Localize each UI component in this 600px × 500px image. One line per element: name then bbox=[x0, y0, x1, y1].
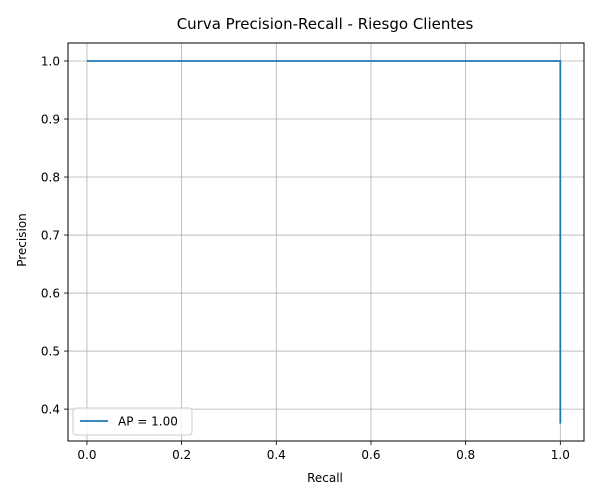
y-tick-label: 0.4 bbox=[41, 403, 60, 417]
plot-area-frame bbox=[67, 42, 585, 442]
x-tick-label: 0.8 bbox=[456, 448, 475, 462]
y-tick-label: 0.6 bbox=[41, 287, 60, 301]
series-lines bbox=[86, 60, 562, 424]
x-tick-label: 0.2 bbox=[172, 448, 191, 462]
chart-title: Curva Precision-Recall - Riesgo Clientes bbox=[177, 15, 474, 33]
y-axis-title: Precision bbox=[15, 213, 29, 267]
x-axis-ticks: 0.0 0.2 0.4 0.6 0.8 1.0 bbox=[77, 441, 570, 462]
legend-label: AP = 1.00 bbox=[118, 415, 178, 429]
legend-box bbox=[72, 407, 193, 436]
grid bbox=[68, 43, 584, 441]
legend: AP = 1.00 bbox=[72, 407, 193, 436]
x-tick-label: 1.0 bbox=[551, 448, 570, 462]
y-tick-label: 1.0 bbox=[41, 54, 60, 68]
series-line bbox=[86, 60, 562, 424]
y-tick-label: 0.7 bbox=[41, 229, 60, 243]
x-tick-label: 0.4 bbox=[267, 448, 286, 462]
x-tick-label: 0.0 bbox=[77, 448, 96, 462]
y-axis-ticks: 0.4 0.5 0.6 0.7 0.8 0.9 1.0 bbox=[41, 54, 68, 417]
x-axis-title: Recall bbox=[307, 471, 343, 485]
y-tick-label: 0.5 bbox=[41, 345, 60, 359]
y-tick-label: 0.9 bbox=[41, 113, 60, 127]
x-tick-label: 0.6 bbox=[361, 448, 380, 462]
y-tick-label: 0.8 bbox=[41, 171, 60, 185]
